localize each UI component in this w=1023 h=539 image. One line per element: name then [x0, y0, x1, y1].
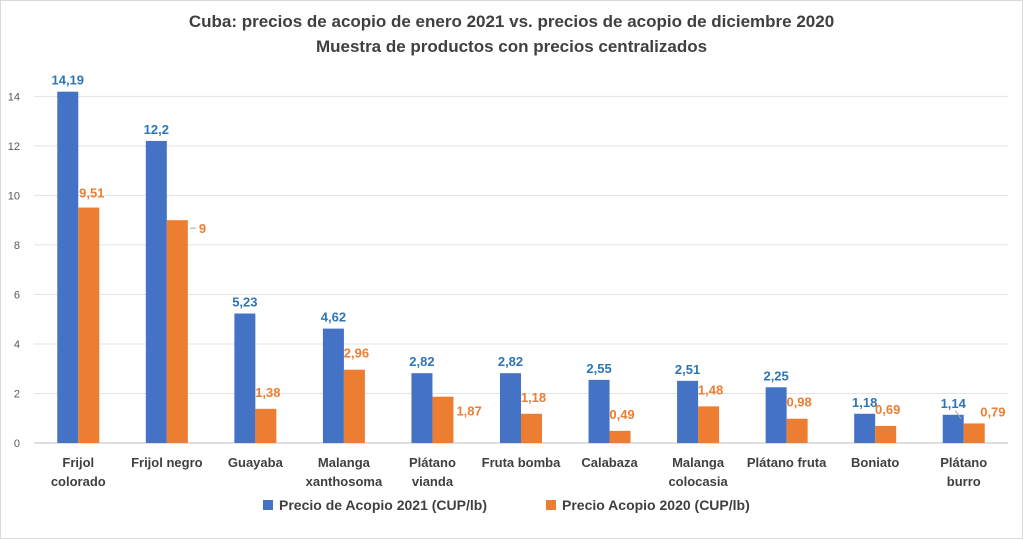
- bar-acopio-2020: [432, 396, 454, 443]
- bar-acopio-2021: [588, 379, 610, 443]
- bar-acopio-2021: [500, 373, 521, 443]
- y-tick-label: 8: [14, 240, 20, 252]
- bar-acopio-2021: [677, 380, 699, 443]
- data-label-2020: 0,49: [609, 407, 634, 422]
- chart-title: Cuba: precios de acopio de enero 2021 vs…: [188, 12, 835, 31]
- x-tick-label: Malanga: [318, 455, 371, 470]
- data-label-2020: 1,48: [698, 382, 723, 397]
- data-label-2021: 5,23: [232, 295, 257, 310]
- y-tick-label: 14: [8, 91, 20, 103]
- data-label-2020: 1,87: [456, 404, 481, 419]
- y-tick-label: 2: [14, 388, 20, 400]
- data-label-2021: 4,62: [321, 310, 346, 325]
- x-tick-label: vianda: [412, 474, 454, 489]
- bar-acopio-2021: [145, 140, 167, 443]
- x-tick-label: Fruta bomba: [482, 455, 561, 470]
- data-label-2020: 1,18: [521, 390, 546, 405]
- data-label-2020: 1,38: [255, 385, 280, 400]
- x-tick-label: Guayaba: [228, 455, 284, 470]
- x-tick-label: Plátano fruta: [747, 455, 827, 470]
- x-tick-label: Plátano: [409, 455, 456, 470]
- bar-acopio-2021: [322, 328, 344, 443]
- bar-acopio-2021: [234, 313, 256, 443]
- bar-acopio-2021: [411, 373, 433, 443]
- bar-acopio-2020: [698, 406, 720, 443]
- legend-label-2021: Precio de Acopio 2021 (CUP/lb): [279, 497, 487, 513]
- bar-acopio-2021: [942, 414, 964, 443]
- data-label-2021: 2,51: [675, 362, 700, 377]
- data-label-2020: 9: [199, 221, 206, 236]
- data-label-2020: 0,79: [980, 404, 1005, 419]
- bar-acopio-2020: [166, 220, 188, 443]
- y-tick-label: 12: [8, 141, 20, 153]
- x-tick-label: colocasia: [668, 474, 728, 489]
- x-tick-label: Frijol: [62, 455, 94, 470]
- data-label-2020: 0,98: [786, 395, 811, 410]
- data-label-2021: 2,82: [409, 354, 434, 369]
- chart-subtitle: Muestra de productos con precios central…: [315, 37, 708, 56]
- bar-acopio-2020: [875, 425, 897, 443]
- x-tick-label: Boniato: [851, 455, 899, 470]
- data-label-2020: 0,69: [875, 402, 900, 417]
- y-tick-label: 0: [14, 438, 20, 450]
- bar-acopio-2020: [343, 369, 365, 443]
- leader-line: [954, 410, 962, 420]
- x-tick-label: xanthosoma: [306, 474, 383, 489]
- bar-acopio-2020: [78, 207, 100, 443]
- legend-swatch-2020: [546, 500, 556, 510]
- bar-acopio-2021: [57, 91, 79, 443]
- y-tick-label: 10: [8, 190, 20, 202]
- y-tick-label: 6: [14, 289, 20, 301]
- data-label-2021: 1,18: [852, 395, 877, 410]
- bar-acopio-2021: [854, 413, 876, 443]
- legend-label-2020: Precio Acopio 2020 (CUP/lb): [562, 497, 750, 513]
- x-tick-label: Plátano: [940, 455, 987, 470]
- data-label-2021: 12,2: [144, 122, 169, 137]
- x-tick-label: colorado: [51, 474, 106, 489]
- data-label-2021: 1,14: [941, 396, 967, 411]
- x-tick-label: burro: [947, 474, 981, 489]
- x-tick-label: Calabaza: [581, 455, 638, 470]
- data-label-2021: 2,55: [586, 361, 611, 376]
- bar-acopio-2020: [609, 430, 631, 443]
- x-tick-label: Malanga: [672, 455, 725, 470]
- data-label-2020: 2,96: [344, 346, 369, 361]
- bar-acopio-2020: [255, 408, 277, 443]
- bar-acopio-2021: [765, 387, 787, 443]
- data-label-2021: 2,25: [763, 368, 788, 383]
- bar-acopio-2020: [521, 413, 542, 443]
- bar-acopio-2020: [786, 418, 808, 443]
- data-label-2021: 14,19: [51, 73, 84, 88]
- data-label-2021: 2,82: [498, 354, 523, 369]
- x-tick-label: Frijol negro: [131, 455, 203, 470]
- bar-acopio-2020: [963, 423, 985, 443]
- data-label-2020: 9,51: [79, 186, 104, 201]
- legend-swatch-2021: [263, 500, 273, 510]
- y-tick-label: 4: [14, 339, 20, 351]
